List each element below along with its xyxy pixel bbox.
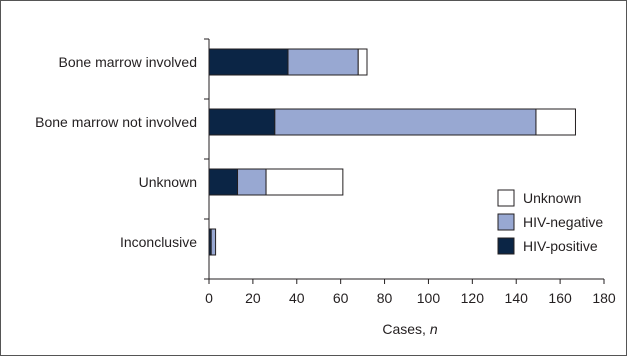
x-tick-label: 40 bbox=[289, 290, 305, 306]
bar-bone-marrow-involved-hiv-positive bbox=[208, 48, 289, 76]
legend-swatch-hiv-positive bbox=[497, 237, 515, 255]
axes-layer: Bone marrow involved Bone marrow not invo… bbox=[35, 38, 616, 306]
bar-unknown-unknown bbox=[265, 168, 344, 196]
x-tick-label: 80 bbox=[377, 290, 393, 306]
y-tick-label-bone-marrow-involved: Bone marrow involved bbox=[58, 54, 197, 70]
x-tick-label: 120 bbox=[461, 290, 485, 306]
y-tick-label-bone-marrow-not-involved: Bone marrow not involved bbox=[35, 114, 197, 130]
x-tick-label: 180 bbox=[592, 290, 616, 306]
x-tick-label: 100 bbox=[417, 290, 441, 306]
x-axis-label: Cases, n bbox=[382, 321, 437, 337]
y-tick-label-inconclusive: Inconclusive bbox=[120, 234, 197, 250]
x-axis-label-text: Cases, bbox=[382, 321, 426, 337]
x-tick-label: 60 bbox=[333, 290, 349, 306]
bar-unknown-hiv-positive bbox=[208, 168, 239, 196]
bars-layer bbox=[208, 48, 576, 256]
x-tick-label: 0 bbox=[205, 290, 213, 306]
legend-label-hiv-positive: HIV-positive bbox=[523, 238, 598, 254]
legend-swatch-hiv-negative bbox=[497, 213, 515, 231]
legend-label-unknown: Unknown bbox=[523, 190, 581, 206]
bar-bone-marrow-not-involved-hiv-negative bbox=[274, 108, 537, 136]
bar-bone-marrow-involved-unknown bbox=[357, 48, 368, 76]
bar-bone-marrow-involved-hiv-negative bbox=[287, 48, 359, 76]
y-tick-label-unknown: Unknown bbox=[139, 174, 197, 190]
legend-swatch-unknown bbox=[497, 189, 515, 207]
bar-inconclusive-hiv-negative bbox=[210, 228, 217, 256]
bar-bone-marrow-not-involved-unknown bbox=[535, 108, 576, 136]
x-tick-label: 20 bbox=[245, 290, 261, 306]
x-tick-label: 160 bbox=[548, 290, 572, 306]
legend-label-hiv-negative: HIV-negative bbox=[523, 214, 603, 230]
x-axis-label-unit: n bbox=[430, 321, 438, 337]
bar-unknown-hiv-negative bbox=[237, 168, 267, 196]
x-tick-label: 140 bbox=[505, 290, 529, 306]
bar-bone-marrow-not-involved-hiv-positive bbox=[208, 108, 276, 136]
legend: Unknown HIV-negative HIV-positive bbox=[497, 189, 603, 255]
